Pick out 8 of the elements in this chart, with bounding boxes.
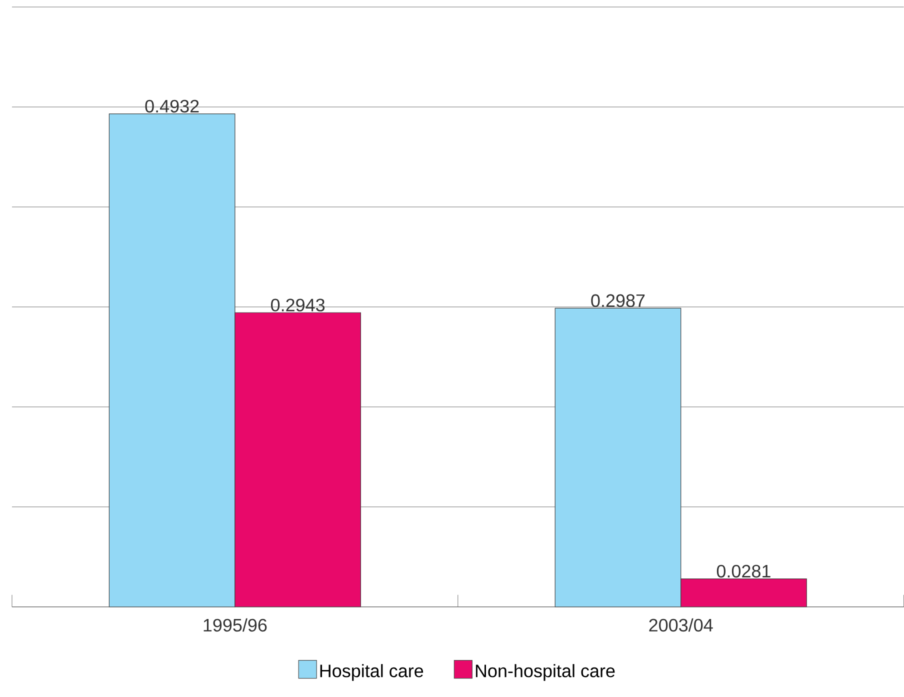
data-label: 0.2987 [591, 294, 645, 308]
data-label: 0.4932 [145, 100, 199, 113]
data-label: 0.2943 [271, 298, 325, 312]
legend-label: Non-hospital care [476, 664, 615, 681]
x-tick-label: 2003/04 [649, 618, 713, 632]
data-label: 0.0281 [716, 564, 770, 578]
x-tick-label: 1995/96 [204, 618, 267, 632]
legend-label: Hospital care [320, 664, 424, 681]
